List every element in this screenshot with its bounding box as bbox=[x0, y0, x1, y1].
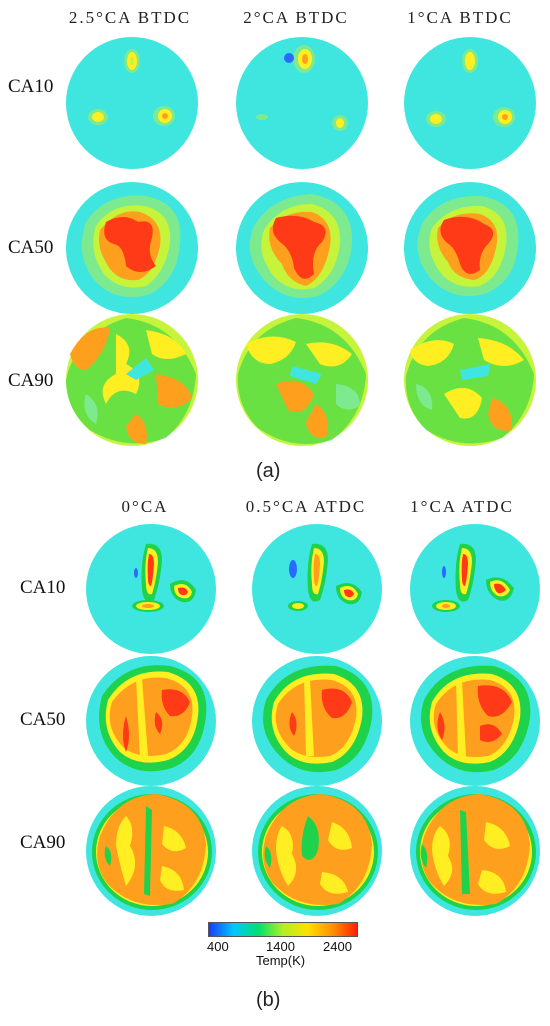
contour-b-ca90-0p5atdc bbox=[252, 786, 382, 916]
contour-b-ca10-0ca bbox=[86, 524, 216, 654]
contour-a-ca10-1btdc bbox=[404, 37, 536, 169]
col-title-b-2: 0.5°CA ATDC bbox=[245, 497, 367, 516]
contour-a-ca50-2p5btdc bbox=[66, 182, 198, 314]
contour-a-ca90-1btdc bbox=[404, 314, 536, 446]
colorbar-tick-1400: 1400 bbox=[266, 939, 295, 954]
col-title-a-2: 2°CA BTDC bbox=[243, 8, 349, 27]
row-label-b-ca10: CA10 bbox=[20, 577, 66, 598]
contour-b-ca50-1atdc bbox=[410, 656, 540, 786]
col-title-b-3: 1°CA ATDC bbox=[410, 497, 514, 516]
panel-label-a: (a) bbox=[256, 460, 281, 482]
contour-a-ca90-2p5btdc bbox=[66, 314, 198, 446]
row-label-a-ca50: CA50 bbox=[8, 237, 54, 258]
row-label-b-ca50: CA50 bbox=[20, 709, 66, 730]
row-label-b-ca90: CA90 bbox=[20, 832, 66, 853]
contour-b-ca50-0p5atdc bbox=[252, 656, 382, 786]
colorbar bbox=[208, 922, 358, 937]
contour-b-ca90-0ca bbox=[86, 786, 216, 916]
col-title-a-3: 1°CA BTDC bbox=[407, 8, 513, 27]
contour-a-ca90-2btdc bbox=[236, 314, 368, 446]
colorbar-tick-2400: 2400 bbox=[323, 939, 352, 954]
contour-b-ca10-1atdc bbox=[410, 524, 540, 654]
contour-a-ca50-1btdc bbox=[404, 182, 536, 314]
contour-b-ca10-0p5atdc bbox=[252, 524, 382, 654]
col-title-b-1: 0°CA bbox=[121, 497, 169, 516]
contour-a-ca10-2btdc bbox=[236, 37, 368, 169]
contour-b-ca50-0ca bbox=[86, 656, 216, 786]
colorbar-title: Temp(K) bbox=[256, 953, 306, 968]
contour-b-ca90-1atdc bbox=[410, 786, 540, 916]
contour-a-ca10-2p5btdc bbox=[66, 37, 198, 169]
contour-a-ca50-2btdc bbox=[236, 182, 368, 314]
panel-label-b: (b) bbox=[256, 989, 281, 1011]
col-title-a-1: 2.5°CA BTDC bbox=[68, 8, 192, 27]
row-label-a-ca10: CA10 bbox=[8, 76, 54, 97]
row-label-a-ca90: CA90 bbox=[8, 370, 54, 391]
colorbar-tick-400: 400 bbox=[207, 939, 229, 954]
